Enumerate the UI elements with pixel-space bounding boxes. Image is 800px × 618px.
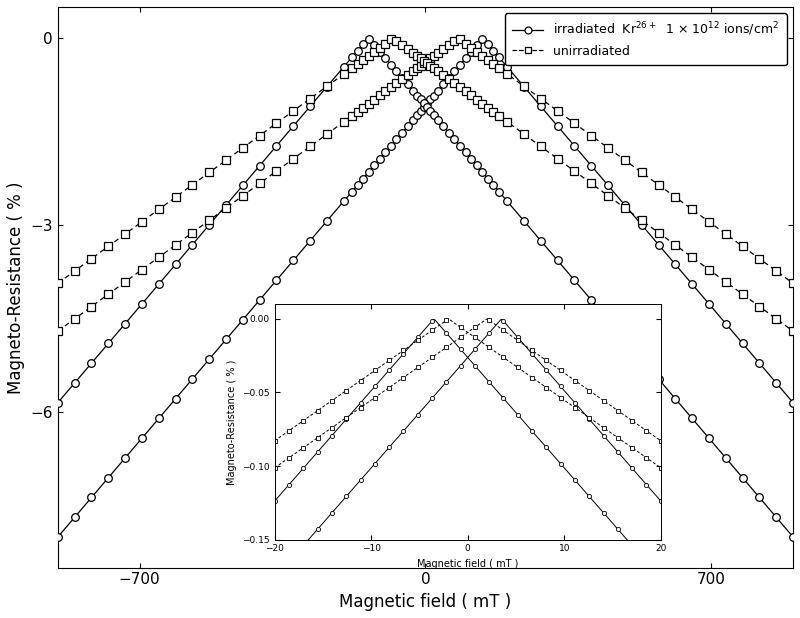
Y-axis label: Magneto-Resistance ( % ): Magneto-Resistance ( % ) xyxy=(7,181,25,394)
Legend: irradiated  Kr$^{26+}$  1 × 10$^{12}$ ions/cm$^2$, unirradiated: irradiated Kr$^{26+}$ 1 × 10$^{12}$ ions… xyxy=(505,13,787,65)
X-axis label: Magnetic field ( mT ): Magnetic field ( mT ) xyxy=(339,593,511,611)
